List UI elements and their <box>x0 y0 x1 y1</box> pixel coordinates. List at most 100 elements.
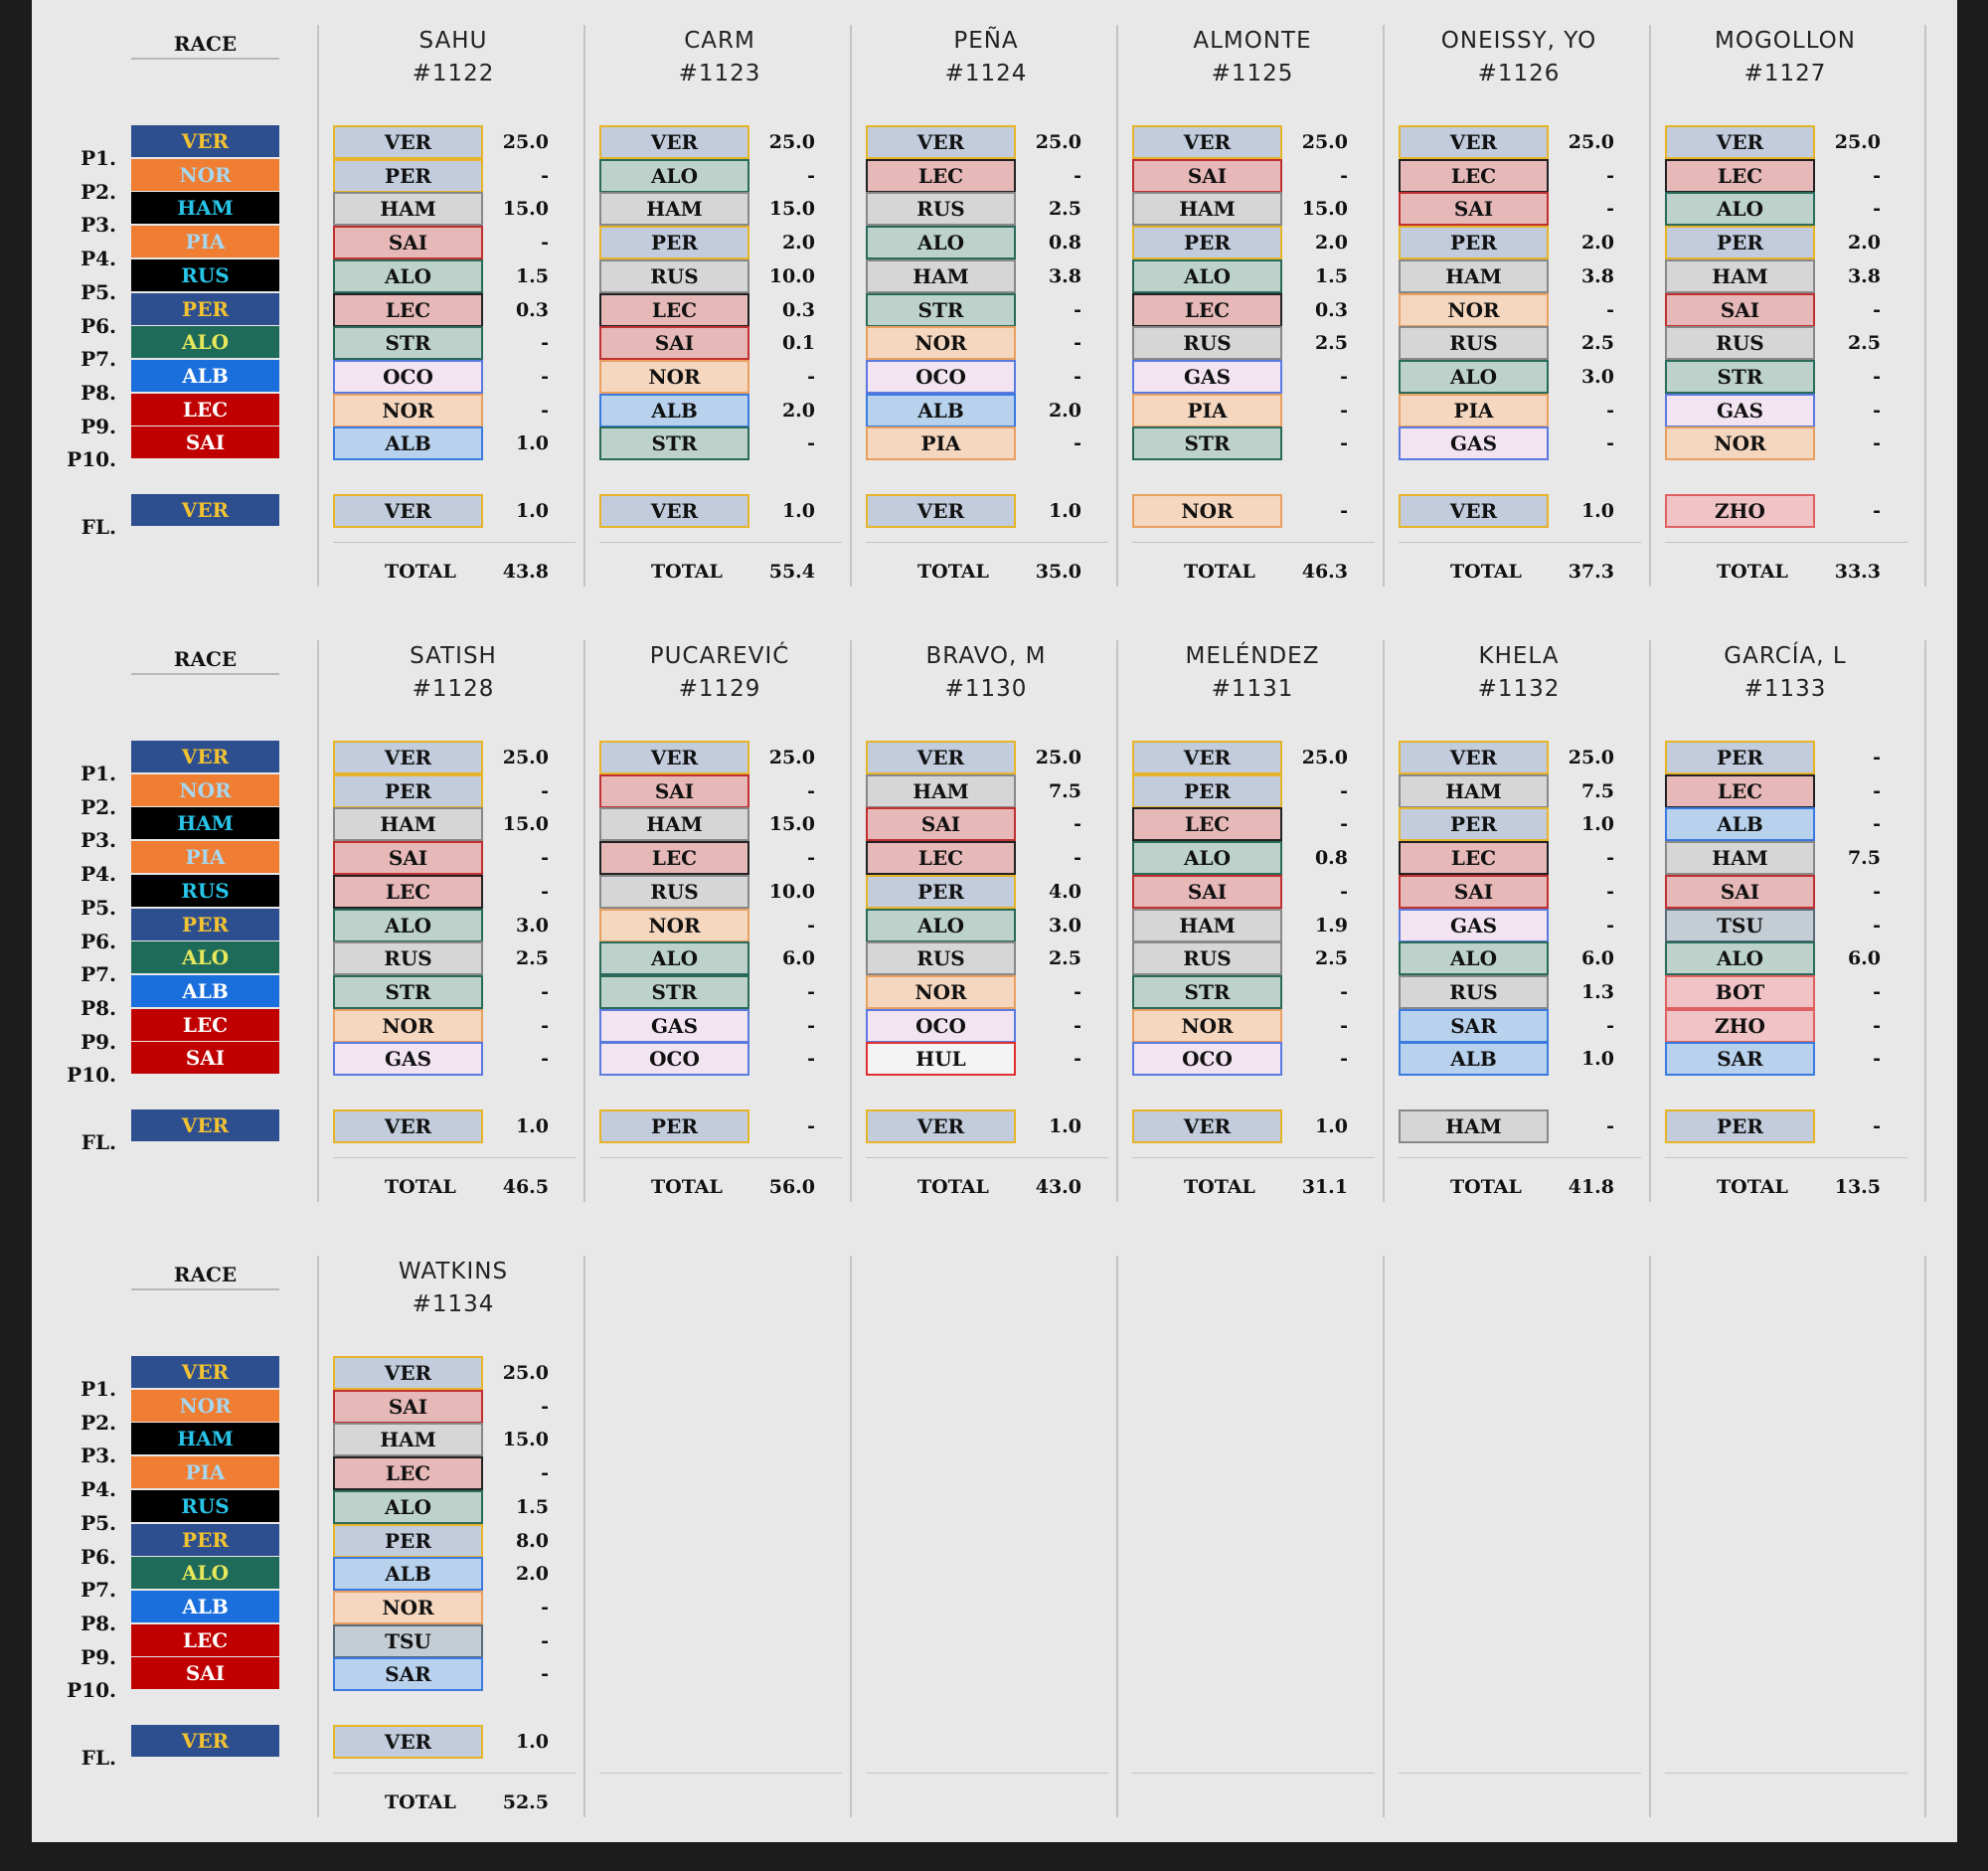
position-label: P4. <box>81 1477 116 1502</box>
fastest-lap-points: - <box>1873 1115 1881 1137</box>
pick-points: - <box>541 1014 549 1037</box>
race-result-cell: SAI <box>131 1657 279 1690</box>
pick-points: 2.5 <box>1580 332 1614 355</box>
pick-cell: HAM <box>599 192 749 227</box>
position-label: P2. <box>81 794 116 819</box>
total-value: 31.1 <box>1301 1176 1348 1198</box>
results-block: RACE P1. VER P2. NOR P3. HAM P4. PIA P5. RUS P6. PER… <box>32 0 1957 616</box>
participant-column: KHELA #1132 VER 25.0 HAM 7.5 PER 1.0 LEC - SAI - GAS… <box>1386 615 1652 1212</box>
pick-points: - <box>807 432 815 455</box>
race-result-cell: NOR <box>131 158 279 191</box>
pick-cell: ALO <box>1665 192 1815 227</box>
pick-cell: OCO <box>866 1008 1016 1043</box>
pick-points: 25.0 <box>502 131 549 153</box>
position-label: P7. <box>81 962 116 987</box>
pick-points: 3.8 <box>1847 264 1881 287</box>
pick-points: - <box>1074 1014 1081 1037</box>
column-divider <box>1116 25 1118 587</box>
pick-cell: PIA <box>866 426 1016 461</box>
participant-id: #1122 <box>412 61 495 86</box>
pick-cell: VER <box>599 125 749 159</box>
participant-name: ALMONTE <box>1193 28 1312 54</box>
pick-cell: LEC <box>1399 158 1549 193</box>
pick-cell: GAS <box>1399 908 1549 942</box>
pick-points: 8.0 <box>515 1529 549 1552</box>
pick-cell: STR <box>599 426 749 461</box>
pick-cell: NOR <box>866 974 1016 1009</box>
pick-cell: ALO <box>1665 941 1815 976</box>
pick-cell: LEC <box>1132 807 1282 842</box>
race-result-cell: NOR <box>131 1389 279 1422</box>
pick-points: - <box>1606 399 1614 422</box>
participant-name: PUCAREVIĆ <box>649 643 790 669</box>
position-label: P3. <box>81 828 116 853</box>
race-result-cell: SAI <box>131 426 279 459</box>
pick-points: 1.0 <box>1580 813 1614 836</box>
pick-cell: ALO <box>599 941 749 976</box>
participant-id: #1127 <box>1743 61 1827 86</box>
pick-points: - <box>1074 432 1081 455</box>
position-label: P1. <box>81 146 116 170</box>
participant-name: BRAVO, M <box>925 643 1047 669</box>
pick-cell: TSU <box>333 1623 483 1658</box>
total-divider <box>1665 1157 1907 1158</box>
pick-cell: ALB <box>333 426 483 461</box>
pick-cell: ALO <box>333 258 483 293</box>
race-result-cell: PER <box>131 292 279 325</box>
fastest-lap-points: - <box>1340 500 1348 522</box>
pick-points: 2.5 <box>1048 198 1081 221</box>
position-label: P4. <box>81 862 116 887</box>
fastest-lap-pick-cell: VER <box>333 1725 483 1759</box>
total-divider <box>866 1773 1108 1774</box>
pick-cell: NOR <box>1132 1008 1282 1043</box>
pick-cell: VER <box>1665 125 1815 159</box>
pick-cell: SAI <box>599 773 749 808</box>
pick-points: 2.5 <box>515 947 549 970</box>
pick-points: - <box>1340 365 1348 388</box>
participant-column: SATISH #1128 VER 25.0 PER - HAM 15.0 SAI - LEC - ALO… <box>320 615 586 1212</box>
race-fastest-lap-cell: VER <box>131 494 279 526</box>
pick-cell: OCO <box>866 359 1016 394</box>
pick-points: - <box>1873 164 1881 187</box>
position-label: P3. <box>81 213 116 238</box>
pick-points: - <box>807 847 815 870</box>
pick-cell: VER <box>1399 741 1549 774</box>
pick-points: - <box>1873 365 1881 388</box>
pick-cell: HAM <box>1399 773 1549 808</box>
race-result-cell: HAM <box>131 192 279 225</box>
column-divider <box>1116 640 1118 1202</box>
results-block: RACE P1. VER P2. NOR P3. HAM P4. PIA P5. RUS P6. PER… <box>32 615 1957 1232</box>
race-result-cell: RUS <box>131 874 279 907</box>
total-label: TOTAL <box>917 1176 989 1198</box>
pick-cell: NOR <box>333 393 483 427</box>
total-divider <box>1132 1773 1375 1774</box>
participant-id: #1131 <box>1211 676 1294 702</box>
column-divider <box>850 640 852 1202</box>
race-result-cell: SAI <box>131 1042 279 1075</box>
empty-column <box>1119 1231 1386 1827</box>
fastest-lap-label: FL. <box>81 1746 116 1770</box>
pick-points: 0.3 <box>1314 298 1348 321</box>
pick-points: 2.0 <box>781 399 815 422</box>
column-divider <box>850 25 852 587</box>
pick-cell: GAS <box>1132 359 1282 394</box>
pick-points: - <box>1606 847 1614 870</box>
pick-points: - <box>1873 399 1881 422</box>
pick-points: 25.0 <box>1568 131 1614 153</box>
pick-cell: ALO <box>1399 941 1549 976</box>
total-divider <box>866 542 1108 543</box>
results-block: RACE P1. VER P2. NOR P3. HAM P4. PIA P5. RUS P6. PER… <box>32 1231 1957 1847</box>
pick-cell: ALB <box>1665 807 1815 842</box>
pick-points: - <box>541 1048 549 1071</box>
race-result-cell: HAM <box>131 1423 279 1455</box>
pick-cell: NOR <box>333 1008 483 1043</box>
pick-cell: STR <box>333 974 483 1009</box>
fastest-lap-pick-cell: VER <box>599 494 749 528</box>
participant-id: #1130 <box>944 676 1028 702</box>
pick-points: - <box>1340 164 1348 187</box>
pick-points: - <box>541 365 549 388</box>
column-divider <box>850 1256 852 1817</box>
race-result-cell: LEC <box>131 1008 279 1041</box>
pick-points: - <box>541 1462 549 1485</box>
participant-name: ONEISSY, YO <box>1440 28 1597 54</box>
